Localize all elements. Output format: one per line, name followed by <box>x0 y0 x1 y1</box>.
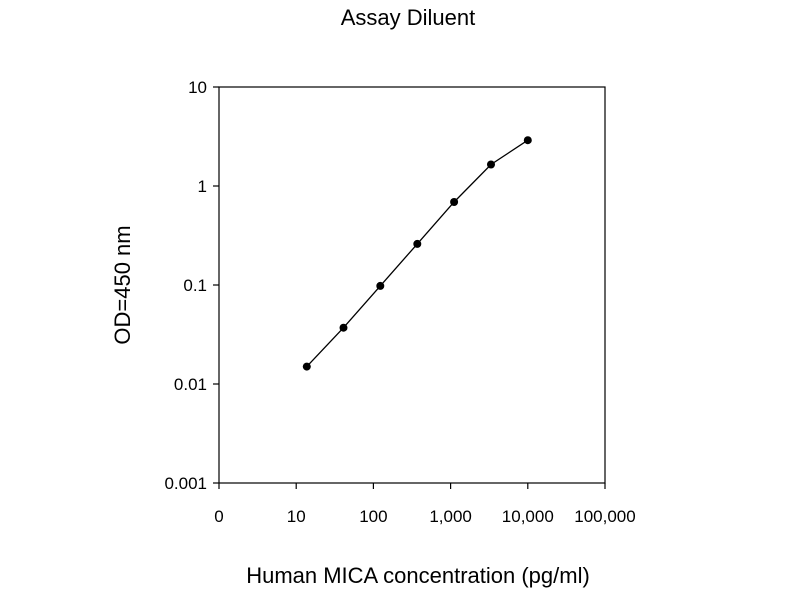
y-axis: 10 1 0.1 0.01 0.001 <box>164 78 219 493</box>
data-point <box>413 239 422 248</box>
y-tick-label: 10 <box>188 78 207 97</box>
series-line <box>306 139 529 368</box>
y-tick-label: 1 <box>198 177 207 196</box>
data-point <box>523 136 532 145</box>
x-tick-label: 0 <box>214 507 223 526</box>
x-tick-label: 10 <box>287 507 306 526</box>
data-point <box>302 362 311 371</box>
series-points <box>302 136 532 371</box>
x-tick-label: 1,000 <box>429 507 472 526</box>
data-point <box>376 281 385 290</box>
chart-title: Assay Diluent <box>341 5 476 30</box>
y-axis-title: OD=450 nm <box>110 225 135 344</box>
y-tick-label: 0.001 <box>164 474 207 493</box>
y-tick-label: 0.01 <box>174 375 207 394</box>
data-point <box>339 323 348 332</box>
x-tick-label: 100 <box>359 507 387 526</box>
x-axis: 0 10 100 1,000 10,000 100,000 <box>214 483 636 526</box>
x-tick-label: 100,000 <box>574 507 635 526</box>
plot-area-frame <box>218 86 606 484</box>
data-point <box>450 198 459 206</box>
x-axis-title: Human MICA concentration (pg/ml) <box>246 563 590 588</box>
x-tick-label: 10,000 <box>502 507 554 526</box>
y-tick-label: 0.1 <box>183 276 207 295</box>
data-point <box>487 160 495 169</box>
